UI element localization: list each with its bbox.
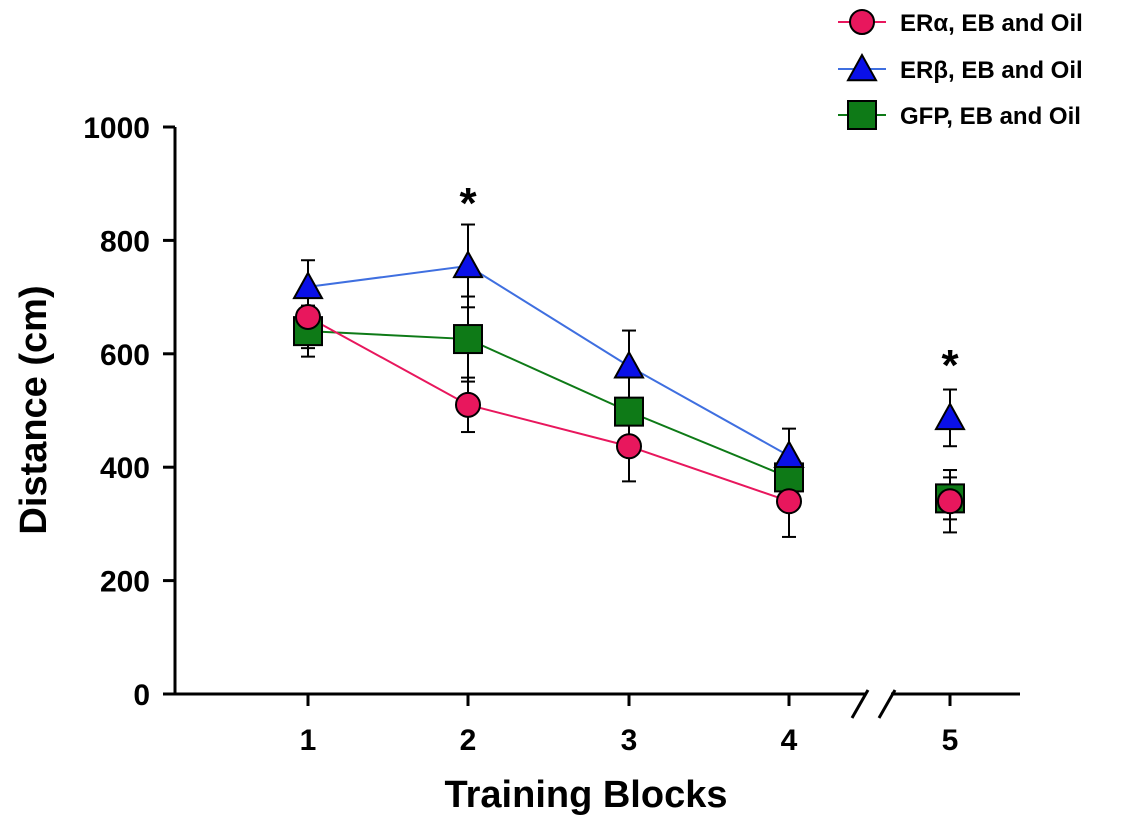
data-point-square — [614, 396, 644, 427]
y-axis-title: Distance (cm) — [13, 285, 55, 534]
data-point-circle — [776, 488, 802, 515]
series-line — [307, 316, 790, 503]
data-point-circle — [616, 433, 642, 460]
y-tick-label: 1000 — [83, 112, 150, 145]
legend-marker-triangle — [846, 52, 878, 82]
x-axis-title: Training Blocks — [445, 774, 728, 816]
y-tick-label: 0 — [133, 679, 150, 712]
legend-label: ERβ, EB and Oil — [900, 57, 1083, 84]
data-point-triangle — [452, 249, 484, 279]
x-tick-label: 2 — [460, 724, 477, 757]
data-point-triangle — [613, 350, 645, 379]
data-point-triangle — [292, 270, 324, 300]
y-tick-label: 800 — [100, 225, 150, 258]
axes — [173, 127, 1020, 719]
data-markers — [292, 249, 966, 515]
x-tick-label: 3 — [621, 724, 638, 757]
x-tick-label: 5 — [942, 724, 959, 757]
data-point-square — [453, 324, 483, 355]
y-tick-label: 200 — [100, 566, 150, 599]
series-lines — [307, 264, 790, 503]
significance-marker: * — [459, 179, 477, 228]
legend-marker-circle — [849, 9, 875, 35]
data-point-square — [774, 462, 804, 493]
data-point-circle — [455, 391, 481, 418]
legend-label: GFP, EB and Oil — [900, 103, 1081, 130]
legend-marker-square — [847, 100, 877, 130]
legend: ERα, EB and Oil ERβ, EB and Oil GFP, EB an… — [838, 9, 1083, 130]
significance-marker: * — [941, 341, 959, 390]
x-ticks: 1 2 3 4 5 — [300, 694, 959, 757]
x-tick-label: 4 — [781, 724, 798, 757]
axis-break-mark-left — [850, 689, 870, 719]
series-line — [307, 264, 790, 457]
legend-label: ERα, EB and Oil — [900, 10, 1083, 37]
significance-annotations: ** — [459, 179, 959, 390]
error-bars — [301, 223, 957, 538]
data-point-triangle — [934, 401, 966, 431]
y-ticks: 0 200 400 600 800 1000 — [83, 112, 175, 712]
data-point-circle — [937, 488, 963, 515]
y-tick-label: 600 — [100, 339, 150, 372]
axis-break-mark-right — [877, 689, 897, 719]
data-point-triangle — [773, 439, 805, 469]
series-line — [307, 330, 790, 479]
x-tick-label: 1 — [300, 724, 317, 757]
y-tick-label: 400 — [100, 452, 150, 485]
data-point-circle — [295, 303, 321, 330]
